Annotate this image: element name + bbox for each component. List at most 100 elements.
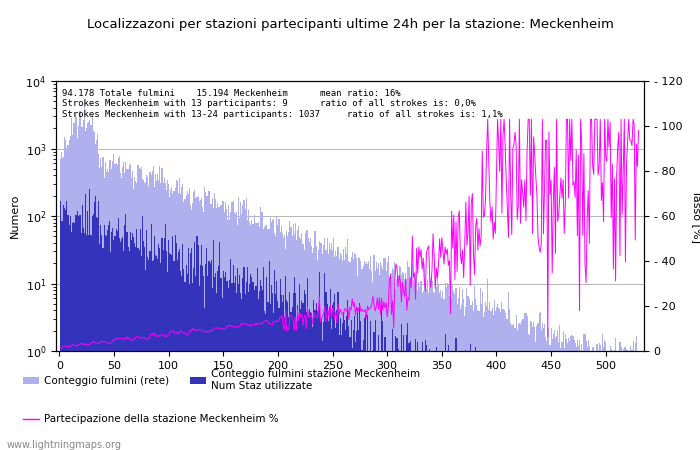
Bar: [94, 144, 96, 450]
Bar: [119, 238, 120, 450]
Bar: [324, 238, 326, 450]
Bar: [451, 299, 452, 450]
Bar: [187, 274, 188, 450]
Bar: [363, 266, 364, 450]
Bar: [291, 236, 293, 450]
Bar: [130, 164, 131, 450]
Bar: [108, 171, 109, 450]
Bar: [153, 260, 154, 450]
Bar: [214, 193, 215, 450]
Bar: [526, 316, 528, 450]
Bar: [234, 276, 236, 450]
Bar: [456, 304, 458, 450]
Bar: [271, 222, 272, 450]
Bar: [298, 315, 299, 450]
Bar: [306, 230, 307, 450]
Bar: [570, 423, 571, 450]
Bar: [60, 159, 61, 450]
Bar: [342, 324, 343, 450]
Bar: [326, 304, 328, 450]
Bar: [120, 173, 121, 450]
Bar: [450, 300, 451, 450]
Bar: [203, 212, 204, 450]
Legend: Partecipazione della stazione Meckenheim %: Partecipazione della stazione Meckenheim…: [19, 410, 283, 428]
Bar: [337, 247, 339, 450]
Bar: [131, 240, 132, 450]
Bar: [335, 328, 336, 450]
Bar: [323, 245, 324, 450]
Bar: [617, 351, 618, 450]
Bar: [494, 300, 495, 450]
Partecipazione della stazione Meckenheim %: [426, 277, 434, 282]
Bar: [464, 316, 466, 450]
Bar: [590, 351, 591, 450]
Bar: [367, 264, 368, 450]
Bar: [222, 201, 223, 450]
Bar: [396, 338, 398, 450]
Bar: [61, 153, 62, 450]
Bar: [111, 232, 112, 450]
Bar: [377, 268, 378, 450]
Bar: [546, 411, 547, 450]
Bar: [108, 225, 109, 450]
Bar: [583, 334, 584, 450]
Bar: [87, 123, 88, 450]
Bar: [593, 347, 594, 450]
Bar: [424, 358, 425, 450]
Bar: [447, 367, 448, 450]
Bar: [118, 218, 119, 450]
Bar: [309, 242, 310, 450]
Bar: [437, 279, 438, 450]
Bar: [145, 270, 146, 450]
Bar: [179, 249, 180, 450]
Bar: [112, 161, 113, 450]
Bar: [436, 287, 437, 450]
Bar: [227, 220, 228, 450]
Bar: [442, 292, 443, 450]
Bar: [616, 351, 617, 450]
Bar: [463, 299, 464, 450]
Bar: [577, 340, 578, 450]
Text: 94.178 Totale fulmini    15.194 Meckenheim      mean ratio: 16%
Strokes Meckenhe: 94.178 Totale fulmini 15.194 Meckenheim …: [62, 89, 503, 119]
Bar: [76, 215, 77, 450]
Bar: [507, 319, 508, 450]
Bar: [471, 305, 472, 450]
Bar: [249, 222, 250, 450]
Bar: [369, 269, 370, 450]
Bar: [347, 239, 349, 450]
Bar: [570, 336, 571, 450]
Bar: [297, 305, 298, 450]
Bar: [253, 224, 254, 450]
Bar: [256, 223, 257, 450]
Bar: [519, 401, 520, 450]
Bar: [440, 369, 441, 450]
Bar: [241, 299, 242, 450]
Bar: [448, 345, 449, 450]
Bar: [306, 312, 307, 450]
Bar: [582, 351, 583, 450]
Bar: [361, 350, 363, 450]
Bar: [461, 305, 462, 450]
Bar: [176, 180, 177, 450]
Bar: [288, 317, 289, 450]
Bar: [293, 224, 294, 450]
Bar: [417, 291, 419, 450]
Partecipazione della stazione Meckenheim %: [176, 328, 185, 333]
Bar: [346, 316, 347, 450]
Bar: [197, 245, 199, 450]
Bar: [392, 329, 393, 450]
Bar: [83, 228, 84, 450]
Bar: [174, 188, 176, 450]
Bar: [580, 350, 581, 450]
Bar: [384, 258, 386, 450]
Bar: [242, 278, 244, 450]
Bar: [355, 342, 356, 450]
Bar: [497, 304, 498, 450]
Bar: [125, 214, 127, 450]
Bar: [358, 330, 359, 450]
Bar: [202, 207, 203, 450]
Bar: [470, 305, 471, 450]
Partecipazione della stazione Meckenheim %: [309, 321, 317, 327]
Bar: [216, 208, 217, 450]
Bar: [615, 338, 616, 450]
